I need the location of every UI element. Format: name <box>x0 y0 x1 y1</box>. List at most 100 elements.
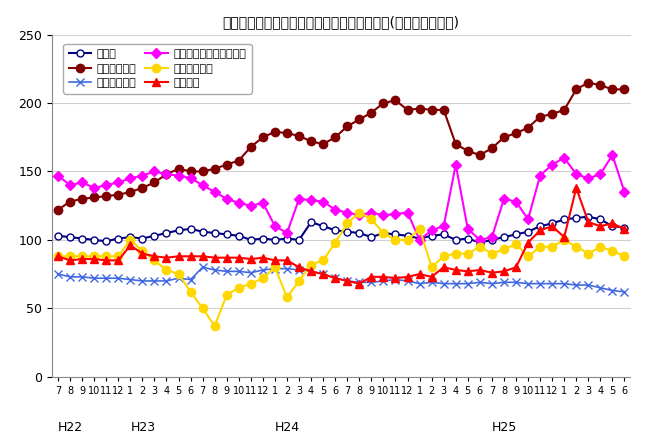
一般機械工業 <box>404 107 411 113</box>
輸送機械工業 <box>548 244 556 249</box>
化学工業 <box>476 268 484 273</box>
電気機械工業 <box>391 277 399 282</box>
鉱工業 <box>247 237 255 242</box>
化学工業 <box>512 265 520 270</box>
電気機械工業 <box>524 281 532 286</box>
電気機械工業 <box>597 285 604 291</box>
一般機械工業 <box>464 149 472 154</box>
電子部品・デバイス工業 <box>608 152 616 158</box>
鉱工業 <box>548 221 556 226</box>
鉱工業 <box>512 232 520 237</box>
電子部品・デバイス工業 <box>488 235 496 240</box>
鉱工業 <box>524 229 532 234</box>
一般機械工業 <box>114 192 122 197</box>
化学工業 <box>356 281 363 286</box>
電気機械工業 <box>584 282 592 288</box>
化学工業 <box>536 228 544 233</box>
一般機械工業 <box>175 166 183 171</box>
化学工業 <box>187 254 194 259</box>
電気機械工業 <box>332 275 339 281</box>
電子部品・デバイス工業 <box>187 176 194 181</box>
輸送機械工業 <box>536 244 544 249</box>
Line: 一般機械工業: 一般機械工業 <box>54 78 629 214</box>
鉱工業 <box>151 233 159 239</box>
電子部品・デバイス工業 <box>271 223 279 229</box>
一般機械工業 <box>512 131 520 136</box>
鉱工業 <box>476 240 484 245</box>
一般機械工業 <box>307 139 315 144</box>
電子部品・デバイス工業 <box>127 176 135 181</box>
電気機械工業 <box>78 274 86 279</box>
電気機械工業 <box>138 278 146 284</box>
電子部品・デバイス工業 <box>380 213 387 218</box>
輸送機械工業 <box>295 278 303 284</box>
一般機械工業 <box>90 195 98 200</box>
一般機械工業 <box>271 129 279 134</box>
電子部品・デバイス工業 <box>259 200 266 206</box>
電気機械工業 <box>127 277 135 282</box>
一般機械工業 <box>488 145 496 151</box>
鉱工業 <box>138 236 146 241</box>
一般機械工業 <box>259 135 266 140</box>
輸送機械工業 <box>199 306 207 311</box>
電気機械工業 <box>66 274 74 279</box>
鉱工業 <box>199 229 207 234</box>
電子部品・デバイス工業 <box>332 207 339 212</box>
一般機械工業 <box>608 87 616 92</box>
鉱工業 <box>343 229 351 234</box>
一般機械工業 <box>356 117 363 122</box>
化学工業 <box>138 251 146 256</box>
電子部品・デバイス工業 <box>404 210 411 215</box>
輸送機械工業 <box>452 251 460 256</box>
輸送機械工業 <box>512 241 520 246</box>
輸送機械工業 <box>247 281 255 286</box>
化学工業 <box>151 254 159 259</box>
一般機械工業 <box>138 185 146 191</box>
電気機械工業 <box>151 278 159 284</box>
輸送機械工業 <box>464 251 472 256</box>
一般機械工業 <box>452 142 460 147</box>
一般機械工業 <box>476 152 484 158</box>
輸送機械工業 <box>54 254 62 259</box>
輸送機械工業 <box>524 254 532 259</box>
輸送機械工業 <box>356 210 363 215</box>
化学工業 <box>343 278 351 284</box>
電気機械工業 <box>199 265 207 270</box>
電気機械工業 <box>102 275 110 281</box>
Text: H24: H24 <box>275 421 300 433</box>
電子部品・デバイス工業 <box>247 203 255 208</box>
Text: H25: H25 <box>492 421 517 433</box>
一般機械工業 <box>391 98 399 103</box>
化学工業 <box>247 256 255 262</box>
Line: 鉱工業: 鉱工業 <box>55 213 628 246</box>
一般機械工業 <box>548 111 556 116</box>
化学工業 <box>560 235 568 240</box>
電子部品・デバイス工業 <box>500 196 508 201</box>
電子部品・デバイス工業 <box>175 173 183 178</box>
電子部品・デバイス工業 <box>295 196 303 201</box>
鉱工業 <box>356 230 363 236</box>
鉱工業 <box>127 235 135 240</box>
電子部品・デバイス工業 <box>223 196 231 201</box>
輸送機械工業 <box>404 237 411 242</box>
化学工業 <box>162 255 170 260</box>
電子部品・デバイス工業 <box>597 171 604 177</box>
電気機械工業 <box>162 278 170 284</box>
輸送機械工業 <box>500 247 508 252</box>
一般機械工業 <box>78 196 86 201</box>
化学工業 <box>307 269 315 274</box>
電気機械工業 <box>548 281 556 286</box>
化学工業 <box>597 223 604 229</box>
鉱工業 <box>78 236 86 241</box>
電子部品・デバイス工業 <box>211 189 218 194</box>
鉱工業 <box>391 232 399 237</box>
鉱工業 <box>380 230 387 236</box>
化学工業 <box>464 269 472 274</box>
電子部品・デバイス工業 <box>151 169 159 174</box>
電気機械工業 <box>54 271 62 277</box>
鉱工業 <box>536 223 544 229</box>
鉱工業 <box>428 233 436 239</box>
電子部品・デバイス工業 <box>464 226 472 232</box>
輸送機械工業 <box>573 244 580 249</box>
化学工業 <box>621 226 629 232</box>
